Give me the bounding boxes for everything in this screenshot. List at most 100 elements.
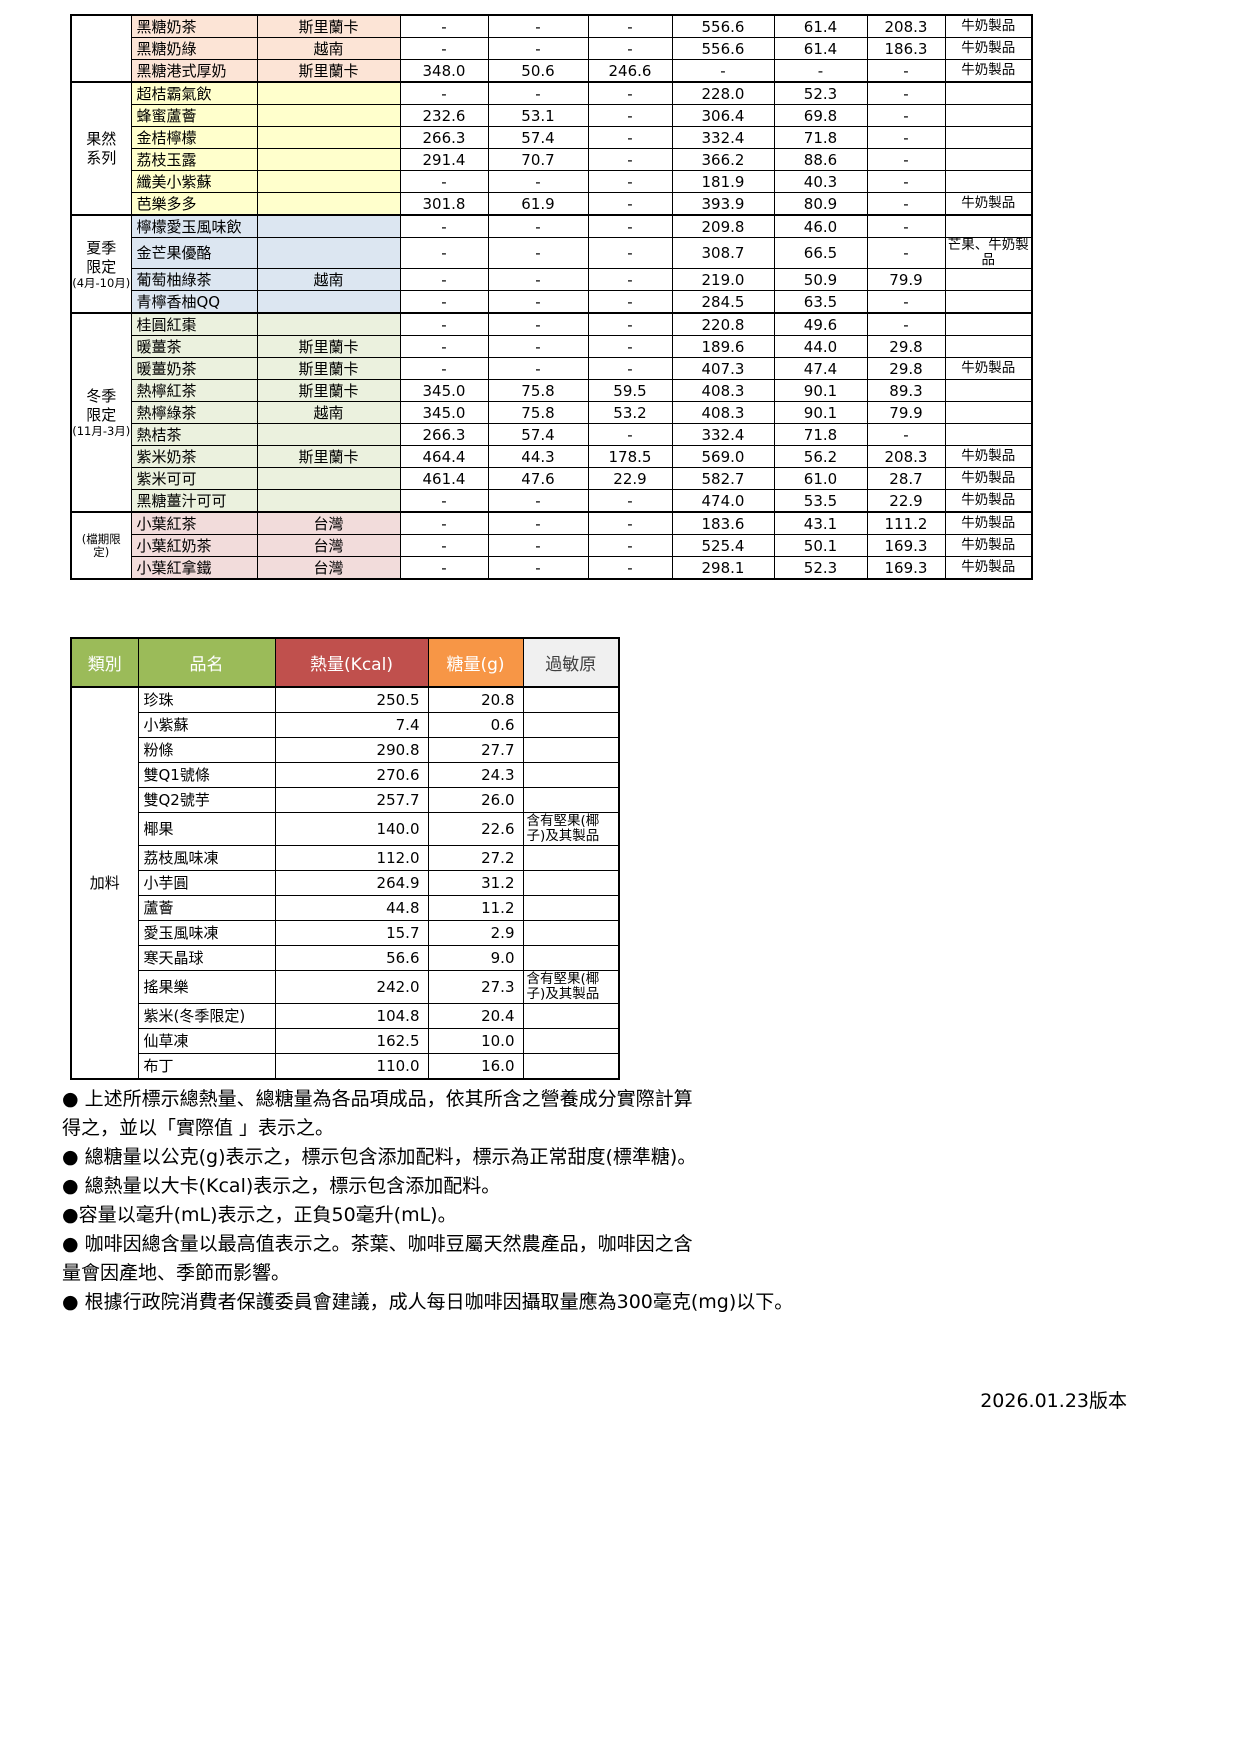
sugar-cell: 22.6: [427, 812, 524, 846]
value-cell: -: [587, 237, 673, 269]
allergen-cell: [944, 290, 1033, 314]
topping-row: 小芋圓 264.9 31.2: [71, 870, 620, 896]
value-cell: -: [587, 534, 673, 557]
value-cell: 53.1: [487, 104, 589, 127]
drink-row: 暖薑奶茶 斯里蘭卡 - - -407.3 47.4 29.8 牛奶製品: [71, 357, 1033, 380]
kcal-cell: 250.5: [274, 686, 429, 713]
value-cell: -: [399, 81, 489, 105]
value-cell: -: [866, 192, 946, 216]
value-cell: 90.1: [773, 401, 868, 424]
drink-row: 荔枝玉露 291.4 70.7-366.2 88.6-: [71, 148, 1033, 171]
allergen-cell: [944, 214, 1033, 238]
drink-name-cell: 小葉紅茶: [130, 511, 258, 535]
topping-row: 紫米(冬季限定) 104.8 20.4: [71, 1003, 620, 1029]
value-cell: 266.3: [399, 126, 489, 149]
allergen-cell: [944, 104, 1033, 127]
category-label: 冬季 限定: [86, 387, 117, 424]
value-cell: 89.3: [866, 379, 946, 402]
allergen-cell: [522, 1028, 620, 1054]
value-cell: 111.2: [866, 511, 946, 535]
kcal-cell: 112.0: [274, 845, 429, 871]
value-cell: 46.0: [773, 214, 868, 238]
sugar-cell: 20.8: [427, 686, 524, 713]
drink-row: 黑糖奶茶 斯里蘭卡 - - -556.6 61.4 208.3 牛奶製品: [70, 14, 1033, 83]
sugar-cell: 11.2: [427, 895, 524, 921]
drink-row: (檔期限 定) 小葉紅茶 台灣 - - -183.6 43.1 111.2 牛奶製品: [70, 511, 1033, 580]
origin-cell: 台灣: [256, 556, 401, 580]
topping-name-cell: 雙Q1號條: [137, 762, 276, 788]
value-cell: 50.1: [773, 534, 868, 557]
col-header-sugar: 糖量(g): [427, 637, 524, 688]
category-sublabel: (4月-10月): [72, 275, 131, 290]
origin-cell: 越南: [256, 401, 401, 424]
value-cell: -: [487, 312, 589, 336]
value-cell: 29.8: [866, 357, 946, 380]
allergen-cell: [522, 787, 620, 813]
drink-row: 冬季 限定 (11月-3月) 桂圓紅棗 - - -220.8 49.6-: [70, 312, 1033, 513]
value-cell: 183.6: [671, 511, 775, 535]
value-cell: -: [773, 59, 868, 83]
value-cell: -: [587, 81, 673, 105]
drink-name-cell: 芭樂多多: [130, 192, 258, 216]
topping-name-cell: 愛玉風味凍: [137, 920, 276, 946]
topping-name-cell: 搖果樂: [137, 970, 276, 1004]
value-cell: -: [487, 357, 589, 380]
value-cell: 169.3: [866, 534, 946, 557]
kcal-cell: 242.0: [274, 970, 429, 1004]
value-cell: -: [399, 268, 489, 291]
value-cell: -: [866, 81, 946, 105]
value-cell: 49.6: [773, 312, 868, 336]
drink-row: 熱檸綠茶 越南 345.0 75.8 53.2 408.3 90.1 79.9: [71, 401, 1033, 424]
allergen-cell: 牛奶製品: [944, 59, 1033, 83]
sugar-cell: 24.3: [427, 762, 524, 788]
value-cell: 56.2: [773, 445, 868, 468]
value-cell: -: [399, 357, 489, 380]
value-cell: -: [487, 37, 589, 60]
drink-name-cell: 檸檬愛玉風味飲: [130, 214, 258, 238]
sugar-cell: 27.3: [427, 970, 524, 1004]
value-cell: -: [487, 268, 589, 291]
value-cell: -: [587, 192, 673, 216]
topping-row: 雙Q1號條 270.6 24.3: [71, 762, 620, 788]
origin-cell: 台灣: [256, 534, 401, 557]
allergen-cell: [522, 870, 620, 896]
toppings-nutrition-table: 類別 品名 熱量(Kcal) 糖量(g) 過敏原 加料 珍珠 250.5 20.8 小紫…: [70, 637, 620, 1080]
value-cell: 47.4: [773, 357, 868, 380]
value-cell: 181.9: [671, 170, 775, 193]
allergen-cell: 牛奶製品: [944, 534, 1033, 557]
drink-name-cell: 纖美小紫蘇: [130, 170, 258, 193]
value-cell: -: [587, 148, 673, 171]
drink-name-cell: 熱檸紅茶: [130, 379, 258, 402]
topping-name-cell: 紫米(冬季限定): [137, 1003, 276, 1029]
topping-name-cell: 粉條: [137, 737, 276, 763]
value-cell: -: [866, 148, 946, 171]
category-cell: [70, 14, 132, 83]
value-cell: 301.8: [399, 192, 489, 216]
value-cell: -: [399, 489, 489, 513]
value-cell: -: [866, 214, 946, 238]
topping-name-cell: 小紫蘇: [137, 712, 276, 738]
value-cell: 63.5: [773, 290, 868, 314]
value-cell: 298.1: [671, 556, 775, 580]
value-cell: -: [587, 335, 673, 358]
value-cell: -: [866, 104, 946, 127]
category-cell: (檔期限 定): [70, 511, 132, 580]
value-cell: -: [587, 214, 673, 238]
topping-name-cell: 荔枝風味凍: [137, 845, 276, 871]
drink-row: 果然 系列 超桔霸氣飲 - - -228.0 52.3-: [70, 81, 1033, 216]
drink-name-cell: 超桔霸氣飲: [130, 81, 258, 105]
drink-row: 小葉紅拿鐵 台灣 - - -298.1 52.3 169.3 牛奶製品: [71, 556, 1033, 580]
value-cell: -: [587, 511, 673, 535]
notes-list: ● 上述所標示總熱量、總糖量為各品項成品，依其所含之營養成分實際計算 得之，並以…: [62, 1085, 852, 1317]
drink-row: 紫米奶茶 斯里蘭卡 464.4 44.3 178.5 569.0 56.2 208.3 牛奶製品: [71, 445, 1033, 468]
note-item: ● 上述所標示總熱量、總糖量為各品項成品，依其所含之營養成分實際計算 得之，並以…: [62, 1088, 693, 1139]
origin-cell: 斯里蘭卡: [256, 14, 401, 38]
value-cell: -: [487, 290, 589, 314]
value-cell: -: [587, 423, 673, 446]
topping-name-cell: 寒天晶球: [137, 945, 276, 971]
drink-name-cell: 黑糖奶茶: [130, 14, 258, 38]
drink-row: 黑糖薑汁可可 - - -474.0 53.5 22.9 牛奶製品: [71, 489, 1033, 513]
value-cell: 209.8: [671, 214, 775, 238]
drink-row: 纖美小紫蘇 - - -181.9 40.3-: [71, 170, 1033, 193]
kcal-cell: 290.8: [274, 737, 429, 763]
